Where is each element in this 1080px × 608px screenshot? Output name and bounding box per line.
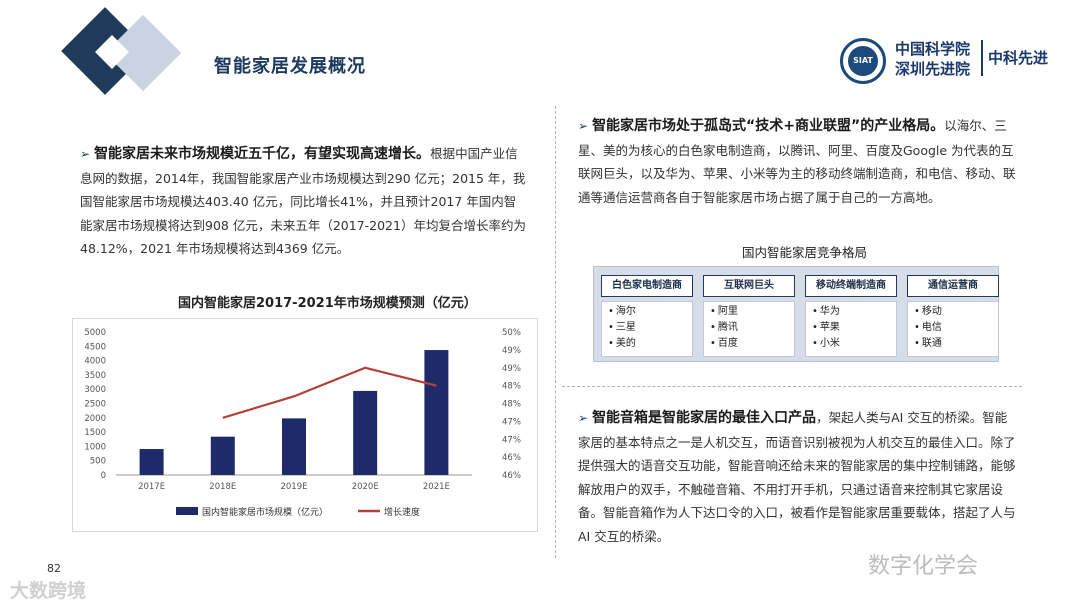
y2-tick-label: 49% — [502, 346, 521, 356]
arrow-bullet-icon: ➢ — [80, 147, 91, 161]
y-tick-label: 1000 — [84, 442, 106, 452]
x-tick-label: 2021E — [423, 482, 450, 492]
x-tick-label: 2020E — [352, 482, 379, 492]
market-size-chart: 0 500 1000 1500 2000 2500 3000 3500 4000 4500 5000… — [84, 328, 521, 518]
competition-column-list: 华为 苹果 小米 — [805, 301, 897, 357]
arrow-bullet-icon: ➢ — [578, 411, 589, 425]
y-tick-label: 3000 — [84, 385, 106, 395]
competition-item: 联通 — [914, 336, 998, 352]
bar — [424, 350, 449, 475]
y-tick-label: 500 — [90, 457, 106, 467]
competition-column-list: 移动 电信 联通 — [907, 301, 999, 357]
competition-item: 移动 — [914, 304, 998, 320]
y-tick-label: 1500 — [84, 428, 106, 438]
market-size-lead: 智能家居未来市场规模近五千亿，有望实现高速增长。 — [94, 146, 431, 162]
competition-column-header: 通信运营商 — [907, 275, 999, 297]
smart-speaker-paragraph: ➢ 智能音箱是智能家居的最佳入口产品，架起人类与AI 交互的桥梁。智能家居的基本特… — [578, 406, 1018, 548]
competition-item: 腾讯 — [710, 320, 794, 336]
y-tick-label: 2500 — [84, 400, 106, 410]
bar — [353, 390, 378, 475]
competition-item: 三星 — [608, 320, 692, 336]
industry-pattern-body: 以海尔、三星、美的为核心的白色家电制造商，以腾讯、阿里、百度及Google 为代… — [578, 118, 1016, 205]
bar — [282, 418, 306, 475]
competition-column-list: 海尔 三星 美的 — [601, 301, 693, 357]
competition-title: 国内智能家居竞争格局 — [742, 245, 868, 260]
logo-separator — [981, 40, 983, 76]
logo-line1: 中国科学院 — [895, 40, 971, 58]
y-tick-label: 5000 — [84, 328, 106, 338]
watermark-left: 大数跨境 — [10, 580, 87, 602]
industry-pattern-paragraph: ➢ 智能家居市场处于孤岛式“技术+商业联盟”的产业格局。以海尔、三星、美的为核心的… — [578, 114, 1018, 209]
competition-item: 美的 — [608, 336, 692, 352]
bar — [210, 436, 235, 475]
x-tick-label: 2017E — [138, 482, 165, 492]
competition-column: 互联网巨头 阿里 腾讯 百度 — [703, 275, 795, 357]
page-number: 82 — [47, 562, 61, 575]
y-tick-label: 4500 — [84, 342, 106, 352]
legend-label: 国内智能家居市场规模（亿元） — [202, 506, 328, 518]
chart-title: 国内智能家居2017-2021年市场规模预测（亿元） — [178, 296, 477, 311]
competition-column: 通信运营商 移动 电信 联通 — [907, 275, 999, 357]
competition-column-header: 互联网巨头 — [703, 275, 795, 297]
smart-speaker-body: ，架起人类与AI 交互的桥梁。智能家居的基本特点之一是人机交互，而语音识别被视为… — [578, 410, 1016, 544]
y2-tick-label: 48% — [502, 400, 521, 410]
y2-tick-label: 47% — [502, 435, 521, 445]
legend-swatch-bar — [176, 507, 198, 515]
competition-item: 百度 — [710, 336, 794, 352]
page-title: 智能家居发展概况 — [214, 56, 366, 77]
competition-item: 小米 — [812, 336, 896, 352]
competition-column-header: 移动终端制造商 — [805, 275, 897, 297]
competition-column: 白色家电制造商 海尔 三星 美的 — [601, 275, 693, 357]
y-tick-label: 2000 — [84, 414, 106, 424]
competition-column-header: 白色家电制造商 — [601, 275, 693, 297]
industry-pattern-lead: 智能家居市场处于孤岛式“技术+商业联盟”的产业格局。 — [592, 118, 945, 134]
y-tick-label: 0 — [101, 471, 106, 481]
logo-line2: 深圳先进院 — [895, 60, 971, 78]
chart-frame — [72, 318, 538, 532]
legend-label: 增长速度 — [384, 506, 420, 518]
watermark-right: 数字化学会 — [868, 554, 979, 579]
y2-tick-label: 48% — [502, 382, 521, 392]
siat-logo-icon: SIAT — [840, 38, 886, 84]
competition-item: 电信 — [914, 320, 998, 336]
y2-tick-label: 50% — [502, 328, 521, 338]
competition-item: 华为 — [812, 304, 896, 320]
market-size-body: 根据中国产业信息网的数据，2014年，我国智能家居产业市场规模达到290 亿元；… — [80, 146, 526, 256]
arrow-bullet-icon: ➢ — [578, 119, 589, 133]
x-tick-label: 2019E — [280, 482, 307, 492]
y-tick-label: 3500 — [84, 371, 106, 381]
market-size-paragraph: ➢ 智能家居未来市场规模近五千亿，有望实现高速增长。根据中国产业信息网的数据，20… — [80, 142, 528, 261]
horizontal-divider — [562, 386, 1022, 387]
competition-item: 海尔 — [608, 304, 692, 320]
bar — [139, 449, 164, 475]
logo-emblem-text: SIAT — [848, 46, 878, 76]
y-tick-label: 4000 — [84, 357, 106, 367]
smart-speaker-lead: 智能音箱是智能家居的最佳入口产品 — [592, 410, 817, 426]
vertical-divider — [555, 106, 556, 558]
competition-column-list: 阿里 腾讯 百度 — [703, 301, 795, 357]
competition-item: 苹果 — [812, 320, 896, 336]
y2-tick-label: 46% — [502, 453, 521, 463]
logo-brand: 中科先进 — [988, 49, 1049, 67]
x-tick-label: 2018E — [209, 482, 236, 492]
y2-tick-label: 47% — [502, 417, 521, 427]
y2-tick-label: 46% — [502, 471, 521, 481]
competition-item: 阿里 — [710, 304, 794, 320]
growth-line — [222, 366, 437, 419]
competition-column: 移动终端制造商 华为 苹果 小米 — [805, 275, 897, 357]
y2-tick-label: 49% — [502, 364, 521, 374]
